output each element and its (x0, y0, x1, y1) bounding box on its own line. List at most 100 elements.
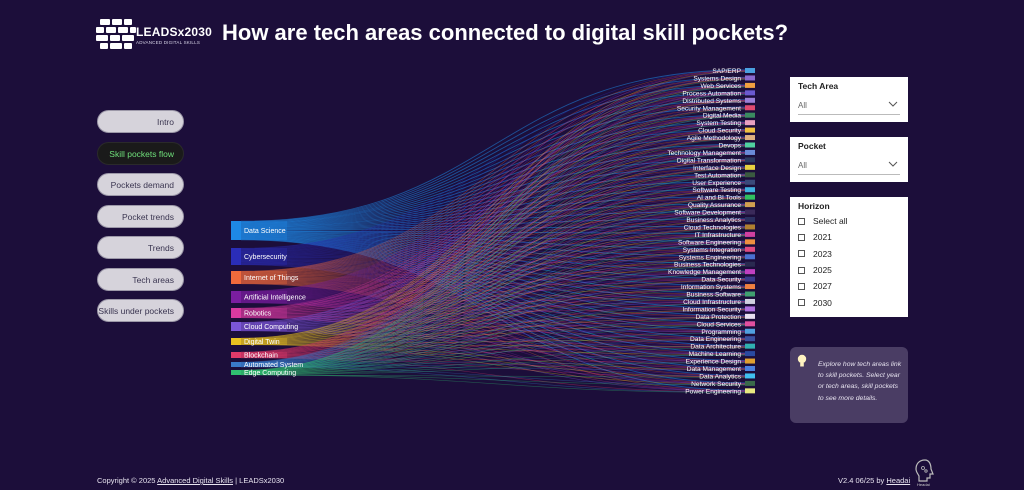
nav-skills-under-pockets-button[interactable]: Skills under pockets (97, 299, 184, 322)
flow-link (240, 190, 746, 341)
flow-link (240, 236, 746, 339)
target-node[interactable] (745, 172, 755, 178)
flow-link (240, 189, 746, 296)
target-node[interactable] (745, 239, 755, 245)
flow-link (240, 332, 746, 367)
target-node[interactable] (745, 351, 755, 357)
horizon-option-2023[interactable]: 2023 (798, 246, 908, 262)
target-node[interactable] (745, 112, 755, 118)
target-node[interactable] (745, 194, 755, 200)
target-node[interactable] (745, 380, 755, 386)
checkbox[interactable] (798, 299, 805, 307)
flow-link (240, 218, 746, 231)
flow-link (240, 114, 746, 251)
target-node[interactable] (745, 142, 755, 148)
target-node[interactable] (745, 269, 755, 275)
source-node[interactable] (231, 221, 241, 240)
source-node[interactable] (231, 248, 241, 265)
flow-link (240, 260, 746, 317)
target-node[interactable] (745, 68, 755, 73)
flow-link (240, 293, 746, 300)
pocket-dropdown[interactable]: All (798, 157, 900, 175)
target-node[interactable] (745, 157, 755, 163)
target-label: Distributed Systems (682, 98, 741, 105)
target-node[interactable] (745, 343, 755, 349)
tech-area-dropdown[interactable]: All (798, 97, 900, 115)
flow-link (240, 279, 746, 357)
source-node[interactable] (231, 322, 241, 331)
target-node[interactable] (745, 149, 755, 155)
target-node[interactable] (745, 321, 755, 327)
horizon-option-2030[interactable]: 2030 (798, 294, 908, 310)
target-node[interactable] (745, 164, 755, 170)
checkbox[interactable] (798, 217, 805, 225)
source-node[interactable] (231, 370, 241, 375)
nav-skill-pockets-flow-button[interactable]: Skill pockets flow (97, 141, 184, 165)
target-node[interactable] (745, 202, 755, 208)
flow-link (240, 264, 746, 391)
target-node[interactable] (745, 306, 755, 312)
target-node[interactable] (745, 217, 755, 222)
nav-pockets-demand-button[interactable]: Pockets demand (97, 173, 184, 196)
target-node[interactable] (745, 75, 755, 81)
target-node[interactable] (745, 82, 755, 88)
target-node[interactable] (745, 209, 755, 215)
headai-link[interactable]: Headai (886, 476, 911, 485)
source-node[interactable] (231, 362, 241, 367)
target-node[interactable] (745, 105, 755, 111)
target-node[interactable] (745, 276, 755, 282)
flow-link (240, 227, 746, 327)
target-node[interactable] (745, 127, 755, 133)
flow-link (240, 101, 746, 363)
flow-link (240, 168, 746, 372)
horizon-option-2021[interactable]: 2021 (798, 229, 908, 245)
source-node[interactable] (231, 271, 241, 284)
target-node[interactable] (745, 373, 755, 379)
source-node[interactable] (231, 308, 241, 318)
flow-link (240, 131, 746, 364)
nav-intro-button[interactable]: Intro (97, 110, 184, 133)
target-node[interactable] (745, 254, 755, 260)
source-node[interactable] (231, 291, 241, 303)
target-node[interactable] (745, 187, 755, 193)
target-node[interactable] (745, 97, 755, 103)
target-node[interactable] (745, 366, 755, 371)
flow-link (240, 153, 746, 364)
nav-trends-button[interactable]: Trends (97, 236, 184, 259)
flow-link (240, 280, 746, 317)
target-node[interactable] (745, 313, 755, 319)
target-node[interactable] (745, 284, 755, 290)
flow-link (240, 107, 746, 293)
flow-link (240, 235, 746, 332)
nav-pocket-trends-button[interactable]: Pocket trends (97, 204, 184, 228)
flow-link (240, 153, 746, 372)
target-node[interactable] (745, 90, 755, 96)
target-node[interactable] (745, 261, 755, 267)
checkbox[interactable] (798, 233, 805, 241)
checkbox[interactable] (798, 250, 805, 258)
source-node[interactable] (231, 352, 241, 358)
target-node[interactable] (745, 231, 755, 237)
flow-link (240, 280, 746, 324)
horizon-option-2025[interactable]: 2025 (798, 262, 908, 278)
target-node[interactable] (745, 388, 755, 394)
target-node[interactable] (745, 120, 755, 126)
horizon-option-2027[interactable]: 2027 (798, 278, 908, 294)
target-node[interactable] (745, 298, 755, 304)
horizon-option-select-all[interactable]: Select all (798, 213, 908, 229)
target-node[interactable] (745, 224, 755, 230)
target-node[interactable] (745, 179, 755, 185)
flow-link (240, 70, 746, 309)
advanced-digital-skills-link[interactable]: Advanced Digital Skills (157, 476, 234, 485)
target-node[interactable] (745, 328, 755, 334)
source-node[interactable] (231, 338, 241, 345)
target-node[interactable] (745, 135, 755, 141)
target-node[interactable] (745, 291, 755, 297)
flow-link (240, 357, 746, 370)
target-node[interactable] (745, 336, 755, 342)
nav-tech-areas-button[interactable]: Tech areas (97, 267, 184, 291)
checkbox[interactable] (798, 266, 805, 274)
target-node[interactable] (745, 358, 755, 364)
checkbox[interactable] (798, 282, 805, 290)
target-node[interactable] (745, 246, 755, 252)
